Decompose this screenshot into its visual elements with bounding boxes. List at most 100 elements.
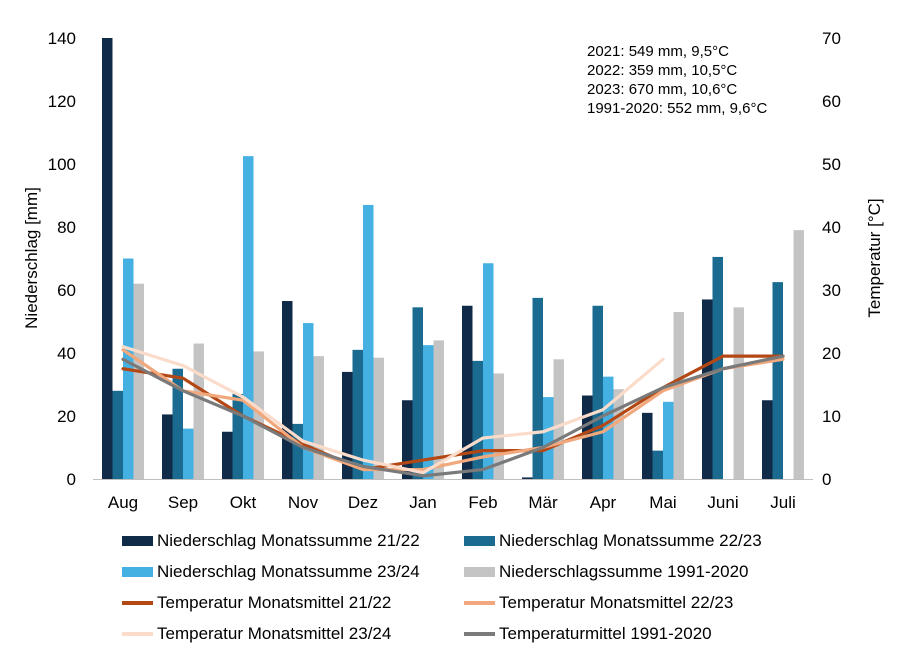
bar xyxy=(193,343,204,479)
y2-tick-label: 30 xyxy=(822,281,841,300)
bar xyxy=(243,156,254,480)
y-tick-label: 80 xyxy=(57,218,76,237)
legend-swatch xyxy=(122,600,153,605)
y2-tick-label: 10 xyxy=(822,407,841,426)
annotation-line: 1991-2020: 552 mm, 9,6°C xyxy=(587,100,767,117)
bar xyxy=(423,345,434,480)
legend-label: Temperatur Monatsmittel 21/22 xyxy=(157,592,392,612)
bar xyxy=(402,400,413,479)
legend: Niederschlag Monatssumme 21/22 Niedersch… xyxy=(122,525,822,649)
legend-item-bar-1991-2020: Niederschlagssumme 1991-2020 xyxy=(464,562,806,582)
legend-item-line-23-24: Temperatur Monatsmittel 23/24 xyxy=(122,624,464,644)
y2-axis-title: Temperatur [°C] xyxy=(865,198,884,317)
bar xyxy=(292,423,303,480)
y2-tick-label: 70 xyxy=(822,29,841,48)
bar xyxy=(222,431,233,479)
legend-item-bar-21-22: Niederschlag Monatssumme 21/22 xyxy=(122,531,464,551)
x-tick-label: Jan xyxy=(409,493,436,512)
y-tick-label: 120 xyxy=(48,92,76,111)
bar xyxy=(373,357,384,479)
legend-row: Temperatur Monatsmittel 23/24 Temperatur… xyxy=(122,618,822,649)
y-tick-label: 140 xyxy=(48,29,76,48)
bar xyxy=(133,283,144,479)
bar xyxy=(522,477,533,479)
bar xyxy=(253,351,264,479)
bar xyxy=(172,368,183,479)
bar xyxy=(532,297,543,480)
annotation-block: 2021: 549 mm, 9,5°C 2022: 359 mm, 10,5°C… xyxy=(587,43,767,117)
x-tick-label: Dez xyxy=(348,493,378,512)
x-tick-label: Apr xyxy=(590,493,617,512)
y2-tick-label: 60 xyxy=(822,92,841,111)
bar xyxy=(673,312,684,479)
legend-swatch xyxy=(464,631,495,636)
x-tick-label: Feb xyxy=(468,493,497,512)
legend-item-bar-23-24: Niederschlag Monatssumme 23/24 xyxy=(122,562,464,582)
bar xyxy=(652,450,663,479)
line-layer xyxy=(121,345,785,478)
bar xyxy=(793,230,804,479)
legend-swatch xyxy=(122,631,153,636)
y-axis-title: Niederschlag [mm] xyxy=(22,187,41,329)
bar xyxy=(183,428,194,479)
bar xyxy=(232,393,243,479)
bar xyxy=(553,359,564,479)
x-tick-label: Juli xyxy=(770,493,796,512)
legend-item-line-1991-2020: Temperaturmittel 1991-2020 xyxy=(464,624,806,644)
bar xyxy=(772,282,783,480)
bar-layer xyxy=(102,38,804,480)
bar xyxy=(102,38,113,479)
y-tick-label: 0 xyxy=(67,470,76,489)
legend-swatch xyxy=(464,535,495,546)
legend-label: Temperatur Monatsmittel 23/24 xyxy=(157,623,392,643)
legend-label: Niederschlag Monatssumme 23/24 xyxy=(157,561,420,581)
bar xyxy=(303,323,314,479)
bar xyxy=(313,356,324,479)
y-tick-label: 40 xyxy=(57,344,76,363)
bar xyxy=(112,390,123,479)
bar xyxy=(352,349,363,479)
legend-item-bar-22-23: Niederschlag Monatssumme 22/23 xyxy=(464,531,806,551)
legend-swatch xyxy=(122,535,153,546)
x-tick-label: Juni xyxy=(707,493,738,512)
annotation-line: 2022: 359 mm, 10,5°C xyxy=(587,62,737,79)
legend-label: Temperaturmittel 1991-2020 xyxy=(499,623,712,643)
legend-label: Temperatur Monatsmittel 22/23 xyxy=(499,592,734,612)
bar xyxy=(282,301,293,479)
legend-swatch xyxy=(122,566,153,577)
y2-axis-ticks: 0 10 20 30 40 50 60 70 xyxy=(822,29,841,489)
series-line xyxy=(121,345,665,475)
series-line xyxy=(121,354,785,478)
x-tick-label: Mai xyxy=(649,493,676,512)
annotation-line: 2023: 670 mm, 10,6°C xyxy=(587,81,737,98)
legend-label: Niederschlag Monatssumme 21/22 xyxy=(157,530,420,550)
legend-row: Niederschlag Monatssumme 23/24 Niedersch… xyxy=(122,556,822,587)
y2-tick-label: 20 xyxy=(822,344,841,363)
x-tick-label: Aug xyxy=(108,493,138,512)
legend-label: Niederschlagssumme 1991-2020 xyxy=(499,561,749,581)
bar xyxy=(472,360,483,480)
legend-swatch xyxy=(464,600,495,605)
y2-tick-label: 40 xyxy=(822,218,841,237)
bar xyxy=(412,307,423,479)
legend-row: Niederschlag Monatssumme 21/22 Niedersch… xyxy=(122,525,822,556)
y2-tick-label: 50 xyxy=(822,155,841,174)
y-tick-label: 60 xyxy=(57,281,76,300)
bar xyxy=(592,305,603,479)
bar xyxy=(642,412,653,479)
x-tick-label: Nov xyxy=(288,493,319,512)
legend-item-line-22-23: Temperatur Monatsmittel 22/23 xyxy=(464,593,806,613)
bar xyxy=(363,204,374,479)
x-axis-ticks: Aug Sep Okt Nov Dez Jan Feb Mär Apr Mai Juni Juli xyxy=(108,493,796,512)
legend-label: Niederschlag Monatssumme 22/23 xyxy=(499,530,762,550)
bar xyxy=(613,389,624,479)
bar xyxy=(433,340,444,479)
climate-chart: 0 20 40 60 80 100 120 140 0 10 20 30 40 50 60 70 Aug Se… xyxy=(22,29,884,512)
y2-tick-label: 0 xyxy=(822,470,831,489)
bar xyxy=(493,373,504,479)
y-tick-label: 20 xyxy=(57,407,76,426)
bar xyxy=(342,371,353,479)
x-tick-label: Okt xyxy=(230,493,257,512)
bar xyxy=(712,256,723,479)
bar xyxy=(483,263,494,479)
